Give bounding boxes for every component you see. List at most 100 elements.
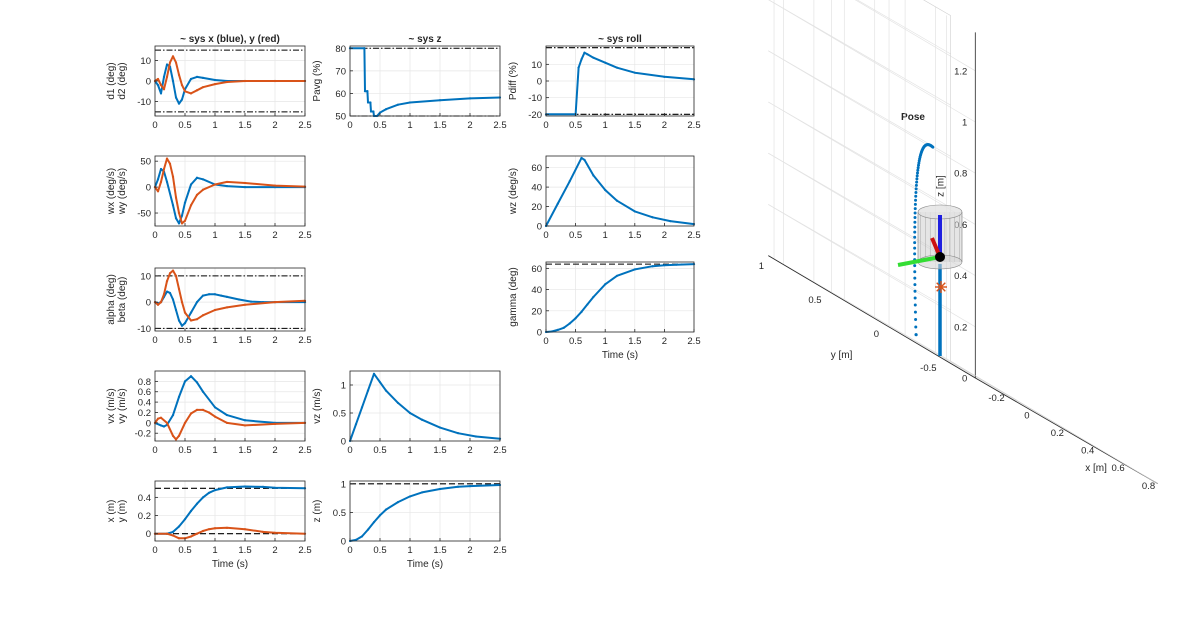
series-point	[171, 79, 175, 83]
x-tick-label: 2.5	[493, 120, 506, 131]
series-point	[213, 415, 217, 418]
series-point	[213, 488, 217, 492]
plot-area	[155, 371, 305, 441]
trajectory-point	[913, 235, 917, 239]
series-point	[159, 92, 163, 95]
series-point	[162, 167, 166, 171]
series-point	[372, 521, 376, 524]
series-point	[201, 188, 205, 191]
y-tick-label: 1	[341, 381, 346, 392]
axes-box	[545, 261, 695, 333]
trajectory-point	[913, 225, 917, 229]
series-point	[195, 381, 199, 384]
series-point	[225, 413, 229, 417]
series-point	[159, 416, 163, 419]
y-tick-label: 0.4	[138, 398, 151, 409]
series-point	[468, 97, 472, 100]
series-point	[171, 298, 175, 301]
x-tick-label: 1	[212, 120, 217, 131]
series-point	[273, 184, 277, 187]
series-point	[156, 417, 160, 420]
series-point	[363, 47, 366, 50]
series-point	[225, 306, 229, 309]
series-point	[195, 176, 199, 179]
series-point	[604, 283, 607, 286]
series-point	[568, 180, 571, 183]
x-tick-label: 0.5	[569, 120, 582, 131]
series-point	[562, 326, 565, 329]
y-axis-label: d2 (deg)	[117, 62, 128, 99]
y-tick-label: 0	[146, 77, 151, 88]
z-tick-label: 0.2	[954, 322, 967, 333]
series-point	[207, 293, 211, 296]
trajectory-point	[931, 145, 935, 149]
x-tick-label: 1.5	[433, 545, 446, 556]
x-tick-label: 1	[407, 445, 412, 456]
series-point	[378, 514, 382, 517]
series-point	[183, 219, 187, 222]
series-point	[201, 294, 205, 297]
series-point	[243, 186, 247, 189]
series-point	[171, 434, 175, 437]
series-point	[201, 86, 205, 89]
y-tick-label: 0	[341, 437, 346, 448]
series-point	[189, 375, 193, 378]
trajectory-point	[914, 183, 918, 187]
series-point	[171, 413, 175, 417]
x-tick-label: -0.2	[988, 393, 1004, 404]
series-point	[354, 423, 358, 426]
series-point	[177, 395, 181, 399]
series-point	[213, 293, 217, 296]
series-point	[583, 158, 586, 161]
series-point	[225, 80, 229, 84]
y-tick-label: 0.8	[138, 377, 151, 388]
y-axis-label: y [m]	[831, 350, 853, 361]
series-point	[360, 535, 364, 538]
series-point	[165, 421, 169, 424]
series-point	[195, 318, 199, 321]
x-tick-label: 2	[272, 335, 277, 346]
subplot-title: ~ sys z	[408, 34, 441, 45]
y-tick-label: 50	[140, 157, 151, 168]
plot-area	[350, 371, 500, 441]
x-axis-label: x [m]	[1085, 463, 1107, 474]
y-tick-label: -50	[137, 209, 151, 220]
series-point	[180, 84, 184, 87]
y-tick-label: 60	[335, 89, 346, 100]
x-tick-label: 0	[347, 545, 352, 556]
trajectory-point	[915, 171, 919, 175]
x-tick-label: 0.8	[1142, 481, 1155, 492]
trajectory-point	[913, 220, 917, 224]
series-point	[156, 303, 160, 306]
series-point	[201, 76, 205, 80]
series-point	[165, 63, 169, 66]
x-tick-label: 0.5	[178, 545, 191, 556]
series-point	[201, 529, 205, 533]
series-point	[177, 537, 181, 540]
series-point	[180, 214, 184, 217]
series-point	[183, 380, 187, 383]
x-tick-label: 1.5	[238, 545, 251, 556]
trajectory-point	[914, 191, 918, 195]
subplot-7: 0 0.5 1 1.5 2 2.5-0.200.20.40.60.8vx (m/s) vy …	[106, 370, 312, 456]
x-tick-label: 2.5	[687, 120, 700, 131]
trajectory-point	[916, 166, 920, 170]
series-point	[156, 178, 160, 181]
series-point	[180, 324, 184, 327]
trajectory-point	[913, 310, 917, 314]
series-point	[189, 509, 193, 513]
series-point	[225, 421, 229, 424]
x-tick-label: 1.5	[628, 336, 641, 347]
series-point	[243, 79, 247, 83]
series-point	[183, 90, 187, 93]
x-tick-label: 2	[662, 120, 667, 131]
series-point	[159, 301, 163, 304]
series-point	[580, 310, 583, 313]
y-tick-label: 40	[531, 183, 542, 194]
series-point	[633, 210, 636, 213]
series-point	[213, 527, 217, 530]
y-tick-label: 20	[531, 306, 542, 317]
x-tick-label: 0	[543, 120, 548, 131]
series-point	[580, 58, 583, 61]
series-point	[213, 308, 217, 312]
